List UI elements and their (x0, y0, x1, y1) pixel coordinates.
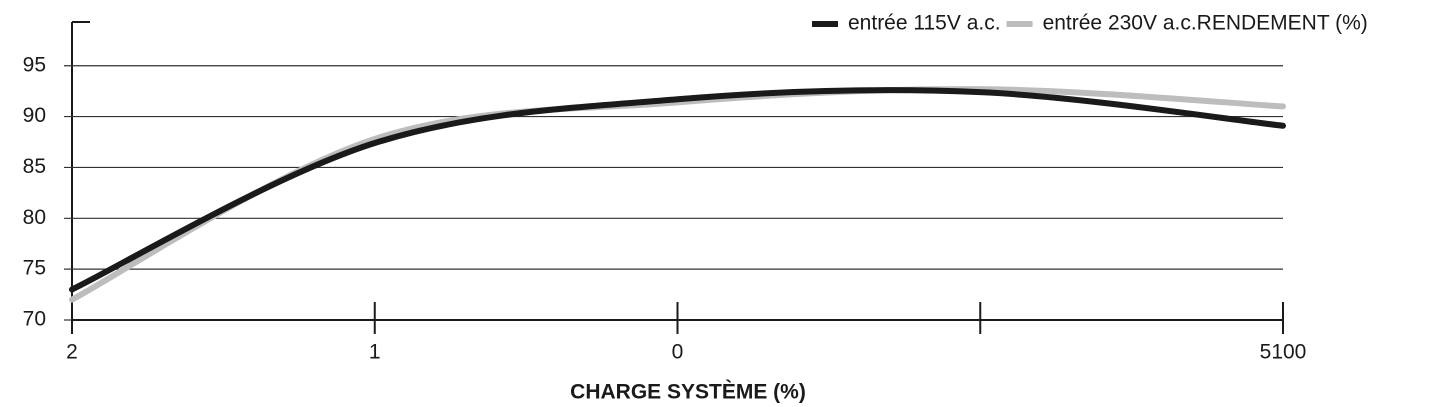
y-axis-title: RENDEMENT (%) (1197, 12, 1368, 35)
x-tick-label: 0 (672, 341, 684, 364)
legend-label: entrée 115V a.c. (848, 12, 1001, 35)
y-tick-label: 95 (23, 53, 46, 76)
y-tick-label: 80 (23, 206, 46, 229)
x-axis-title: CHARGE SYSTÈME (%) (570, 381, 806, 404)
y-tick-label: 85 (23, 155, 46, 178)
y-tick-label: 70 (23, 308, 46, 331)
series-line (69, 87, 1286, 293)
x-tick-label: 2 (66, 341, 78, 364)
y-tick-label: 90 (23, 104, 46, 127)
x-tick-label: 5100 (1260, 341, 1307, 364)
x-tick-label: 1 (369, 341, 381, 364)
legend-label: entrée 230V a.c. (1043, 12, 1197, 35)
y-tick-label: 75 (23, 257, 46, 280)
